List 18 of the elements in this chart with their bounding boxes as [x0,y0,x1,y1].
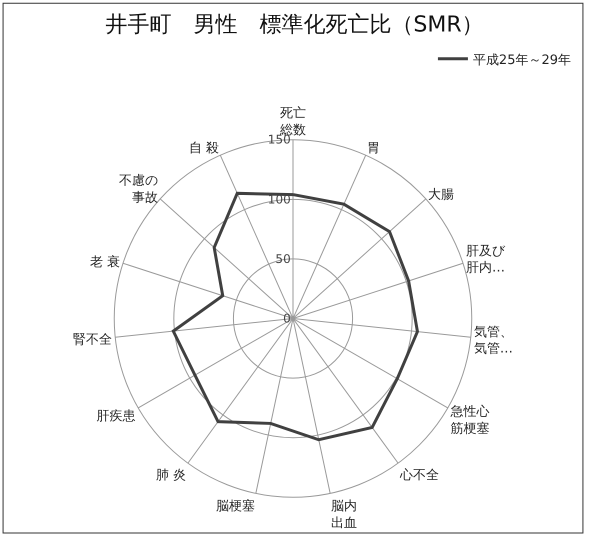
spoke-label: 大腸 [428,187,454,202]
spoke-label: 老 衰 [90,254,120,270]
spoke-label: 腎不全 [73,332,112,348]
spoke-label: 気管、気管… [474,324,513,357]
y-tick-label: 0 [283,311,291,326]
spoke-label: 自 殺 [188,140,220,156]
spoke-label: 脳梗塞 [216,498,256,514]
y-tick-label: 50 [275,252,291,266]
spoke-label: 急性心筋梗塞 [449,404,490,437]
spoke-label: 肺 炎 [156,468,186,483]
spoke-label: 不慮の事故 [118,173,158,206]
spoke-label: 肝疾患 [96,408,136,424]
chart-title: 井手町 男性 標準化死亡比（SMR） [105,12,484,38]
spoke-label: 脳内出血 [330,498,357,531]
spoke-label: 胃 [366,140,380,156]
spoke-label: 肝及び肝内… [466,244,506,276]
legend-label: 平成25年～29年 [472,52,572,68]
spoke-label: 心不全 [398,466,439,483]
